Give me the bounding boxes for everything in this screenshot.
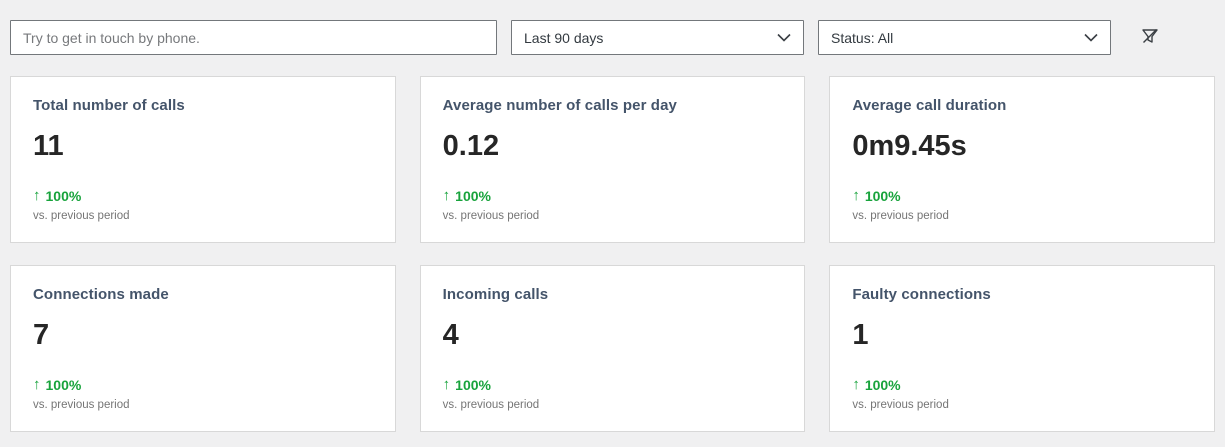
trend-row: ↑ 100% [852, 376, 1192, 393]
date-range-dropdown[interactable]: Last 90 days [511, 20, 804, 55]
comparison-label: vs. previous period [852, 210, 949, 222]
comparison-label: vs. previous period [852, 399, 949, 411]
trend-row: ↑ 100% [33, 376, 373, 393]
status-value: Status: All [831, 29, 894, 46]
card-value: 0.12 [442, 130, 500, 162]
phone-search-input[interactable] [10, 20, 497, 55]
card-value: 4 [442, 319, 459, 351]
clear-filters-button[interactable] [1135, 23, 1165, 53]
trend-up-icon: ↑ [852, 187, 860, 204]
stat-card-avg-calls-per-day: Average number of calls per day 0.12 ↑ 1… [419, 76, 806, 243]
chevron-down-icon [777, 33, 791, 42]
comparison-label: vs. previous period [442, 399, 540, 411]
comparison-label: vs. previous period [442, 210, 540, 222]
card-value: 0m9.45s [852, 130, 967, 162]
comparison-label: vs. previous period [33, 399, 130, 411]
card-title: Average call duration [852, 97, 1007, 114]
card-title: Total number of calls [33, 97, 185, 114]
card-title: Connections made [33, 286, 169, 303]
calls-dashboard: Last 90 days Status: All [10, 20, 1215, 432]
trend-up-icon: ↑ [33, 187, 41, 204]
card-value: 1 [852, 319, 869, 351]
comparison-label: vs. previous period [33, 210, 130, 222]
status-dropdown[interactable]: Status: All [818, 20, 1111, 55]
stat-card-connections-made: Connections made 7 ↑ 100% vs. previous p… [10, 265, 396, 432]
trend-value: 100% [455, 376, 491, 393]
trend-value: 100% [455, 187, 491, 204]
stat-card-avg-call-duration: Average call duration 0m9.45s ↑ 100% vs.… [829, 76, 1215, 243]
trend-up-icon: ↑ [852, 376, 860, 393]
trend-value: 100% [45, 376, 82, 393]
trend-row: ↑ 100% [33, 187, 373, 204]
trend-value: 100% [864, 187, 901, 204]
chevron-down-icon [1084, 33, 1098, 42]
date-range-value: Last 90 days [524, 29, 604, 46]
clear-filters-icon [1140, 26, 1160, 49]
card-value: 11 [33, 130, 64, 162]
trend-row: ↑ 100% [443, 187, 783, 204]
stat-card-total-calls: Total number of calls 11 ↑ 100% vs. prev… [10, 76, 396, 243]
trend-up-icon: ↑ [33, 376, 41, 393]
trend-value: 100% [45, 187, 82, 204]
filters-toolbar: Last 90 days Status: All [10, 20, 1215, 55]
trend-up-icon: ↑ [442, 187, 451, 204]
card-value: 7 [33, 319, 50, 351]
trend-row: ↑ 100% [443, 376, 783, 393]
trend-value: 100% [864, 376, 901, 393]
stats-grid: Total number of calls 11 ↑ 100% vs. prev… [10, 76, 1215, 432]
card-title: Faulty connections [852, 286, 991, 303]
trend-up-icon: ↑ [442, 376, 451, 393]
stat-card-faulty-connections: Faulty connections 1 ↑ 100% vs. previous… [829, 265, 1215, 432]
trend-row: ↑ 100% [852, 187, 1192, 204]
card-title: Incoming calls [442, 286, 549, 303]
stat-card-incoming-calls: Incoming calls 4 ↑ 100% vs. previous per… [419, 265, 806, 432]
card-title: Average number of calls per day [442, 97, 677, 114]
